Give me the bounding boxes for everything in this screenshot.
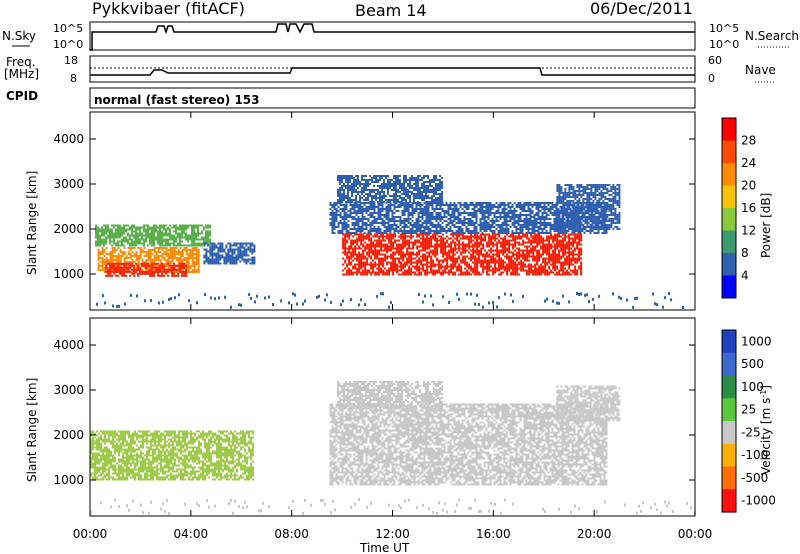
colorbar-swatch — [722, 330, 736, 354]
nave-tick-top: 60 — [708, 54, 722, 67]
colorbar-swatch — [722, 352, 736, 377]
freq-trace — [90, 67, 695, 76]
freq-label: Freq. — [6, 55, 36, 69]
power-colorbar: 28 24 20 16 12 8 4 — [721, 117, 756, 299]
ground-scatter — [96, 292, 684, 309]
y-tick-label: 4000 — [53, 338, 84, 352]
power-y-axis: 1000 2000 3000 4000 — [53, 132, 695, 281]
x-tick-label: 20:00 — [577, 527, 612, 541]
freq-tick-bottom: 8 — [70, 72, 77, 85]
freq-unit-label: [MHz] — [4, 67, 39, 81]
colorbar-swatch — [722, 208, 736, 231]
nsearch-label: N.Search — [745, 29, 799, 43]
colorbar-tick-label: 28 — [741, 134, 756, 148]
nsearch-tick-top: 10^5 — [709, 22, 739, 35]
power-data — [95, 175, 684, 309]
nave-tick-bottom: 0 — [708, 72, 715, 85]
colorbar-swatch — [722, 253, 736, 276]
velocity-colorbar-label: Velocity [m s-1] — [759, 385, 774, 475]
x-tick-label: 04:00 — [174, 527, 209, 541]
nsearch-tick-bottom: 10^0 — [709, 38, 739, 51]
y-tick-label: 3000 — [53, 383, 84, 397]
x-tick-label: 12:00 — [375, 527, 410, 541]
data-region — [329, 403, 608, 486]
y-tick-label: 1000 — [53, 267, 84, 281]
data-region — [203, 242, 256, 265]
y-tick-label: 2000 — [53, 222, 84, 236]
freq-panel: Freq. [MHz] 18 8 60 0 Nave — [4, 54, 776, 85]
power-colorbar-label: Power [dB] — [759, 193, 773, 258]
colorbar-swatch — [722, 489, 736, 513]
data-region — [90, 430, 254, 481]
colorbar-swatch — [722, 398, 736, 422]
colorbar-swatch — [722, 466, 736, 490]
data-region — [105, 262, 188, 277]
colorbar-tick-label: 24 — [741, 156, 756, 170]
cpid-panel: CPID normal (fast stereo) 153 — [6, 87, 696, 109]
cpid-text: normal (fast stereo) 153 — [94, 93, 260, 107]
colorbar-swatch — [722, 230, 736, 254]
colorbar-tick-label: 1000 — [741, 334, 772, 348]
y-tick-label: 4000 — [53, 132, 84, 146]
colorbar-tick-label: 16 — [741, 201, 756, 215]
colorbar-tick-label: 100 — [741, 380, 764, 394]
time-axis: 00:00 04:00 08:00 12:00 16:00 20:00 00:00 — [73, 112, 713, 541]
colorbar-tick-label: 500 — [741, 357, 764, 371]
colorbar-tick-label: -100 — [741, 448, 768, 462]
y-tick-label: 2000 — [53, 428, 84, 442]
x-tick-label: 00:00 — [73, 527, 108, 541]
colorbar-tick-label: -1000 — [741, 494, 776, 508]
velocity-data — [90, 381, 696, 515]
cpid-label: CPID — [6, 89, 38, 103]
colorbar-tick-label: 25 — [741, 403, 756, 417]
velocity-ylabel: Slant Range [km] — [25, 378, 39, 482]
colorbar-swatch — [722, 118, 736, 141]
nsky-label: N.Sky — [2, 29, 36, 43]
colorbar-tick-label: 20 — [741, 179, 756, 193]
freq-tick-top: 18 — [64, 54, 78, 67]
data-region — [556, 385, 621, 422]
colorbar-swatch — [722, 375, 736, 399]
colorbar-tick-label: 8 — [741, 246, 749, 260]
data-region — [337, 175, 443, 203]
beam-label: Beam 14 — [355, 1, 427, 20]
colorbar-tick-label: -500 — [741, 471, 768, 485]
x-tick-label: 00:00 — [678, 527, 713, 541]
nsky-tick-top: 10^5 — [53, 22, 83, 35]
station-title: Pykkvibaer (fitACF) — [92, 0, 245, 18]
power-ylabel: Slant Range [km] — [25, 171, 39, 275]
colorbar-swatch — [722, 185, 736, 209]
colorbar-swatch — [722, 443, 736, 468]
nsky-trace — [90, 23, 695, 51]
nave-label: Nave — [745, 63, 776, 77]
colorbar-swatch — [722, 163, 736, 186]
data-region — [337, 381, 443, 409]
data-region — [342, 233, 583, 276]
velocity-colorbar: 1000 500 100 25 -25 -100 -500 -1000 — [721, 329, 776, 513]
time-axis-label: Time UT — [359, 541, 410, 554]
colorbar-tick-label: 4 — [741, 269, 749, 283]
x-tick-label: 08:00 — [274, 527, 309, 541]
colorbar-swatch — [722, 140, 736, 164]
date-label: 06/Dec/2011 — [590, 0, 693, 18]
ground-scatter — [90, 498, 696, 515]
y-tick-label: 1000 — [53, 473, 84, 487]
power-panel: 1000 2000 3000 4000 Slant Range [km] 28 24 20… — [25, 111, 773, 311]
x-tick-label: 16:00 — [476, 527, 511, 541]
nsky-tick-bottom: 10^0 — [53, 38, 83, 51]
velocity-y-axis: 1000 2000 3000 4000 — [53, 338, 695, 487]
colorbar-tick-label: -25 — [741, 425, 761, 439]
colorbar-tick-label: 12 — [741, 224, 756, 238]
velocity-panel: 1000 2000 3000 4000 Slant Range [km] 1000 50… — [25, 317, 776, 517]
colorbar-swatch — [722, 421, 736, 445]
data-region — [95, 224, 211, 247]
colorbar-swatch — [722, 275, 736, 299]
data-region — [556, 184, 621, 230]
y-tick-label: 3000 — [53, 177, 84, 191]
nsky-panel: N.Sky 10^5 10^0 10^5 10^0 N.Search — [2, 21, 799, 51]
